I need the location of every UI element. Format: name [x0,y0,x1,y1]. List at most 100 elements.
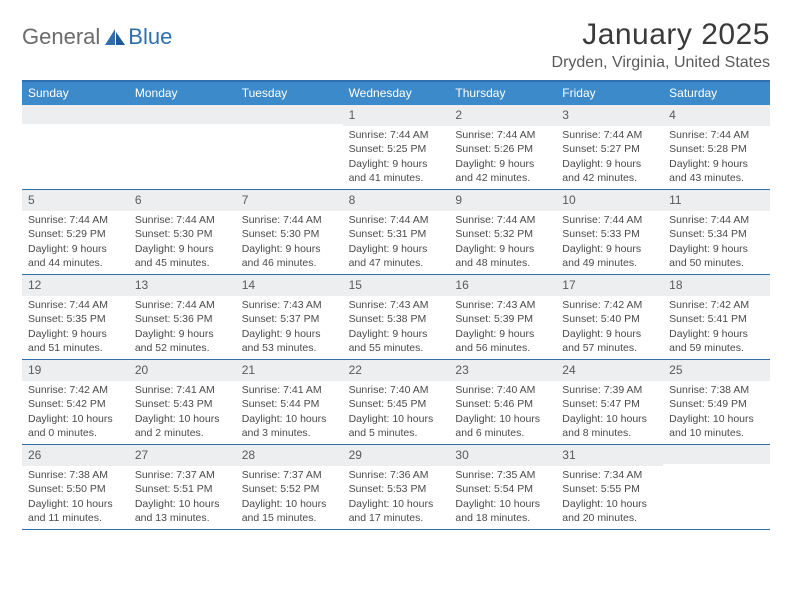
day-number: 31 [556,445,663,466]
day-number: 11 [663,190,770,211]
day-cell: 4Sunrise: 7:44 AMSunset: 5:28 PMDaylight… [663,105,770,189]
day-info: Sunrise: 7:44 AMSunset: 5:35 PMDaylight:… [22,298,129,359]
day-cell: 5Sunrise: 7:44 AMSunset: 5:29 PMDaylight… [22,190,129,274]
day-header: Sunday [22,82,129,105]
day-number: 4 [663,105,770,126]
day-cell: 27Sunrise: 7:37 AMSunset: 5:51 PMDayligh… [129,445,236,529]
logo-text-b: Blue [128,24,172,50]
sunset-text: Sunset: 5:49 PM [669,397,766,411]
daylight-text: Daylight: 9 hours and 42 minutes. [455,157,552,185]
sunset-text: Sunset: 5:30 PM [135,227,232,241]
sunset-text: Sunset: 5:53 PM [349,482,446,496]
day-number: 24 [556,360,663,381]
day-info: Sunrise: 7:44 AMSunset: 5:28 PMDaylight:… [663,128,770,189]
sunrise-text: Sunrise: 7:44 AM [135,213,232,227]
day-info: Sunrise: 7:44 AMSunset: 5:26 PMDaylight:… [449,128,556,189]
daylight-text: Daylight: 9 hours and 41 minutes. [349,157,446,185]
day-cell: 8Sunrise: 7:44 AMSunset: 5:31 PMDaylight… [343,190,450,274]
day-cell: 12Sunrise: 7:44 AMSunset: 5:35 PMDayligh… [22,275,129,359]
sunrise-text: Sunrise: 7:37 AM [135,468,232,482]
daylight-text: Daylight: 9 hours and 44 minutes. [28,242,125,270]
day-number: 2 [449,105,556,126]
sunset-text: Sunset: 5:52 PM [242,482,339,496]
day-cell: 16Sunrise: 7:43 AMSunset: 5:39 PMDayligh… [449,275,556,359]
sunrise-text: Sunrise: 7:44 AM [349,128,446,142]
daylight-text: Daylight: 9 hours and 45 minutes. [135,242,232,270]
sunrise-text: Sunrise: 7:42 AM [28,383,125,397]
sunrise-text: Sunrise: 7:34 AM [562,468,659,482]
sunrise-text: Sunrise: 7:37 AM [242,468,339,482]
daylight-text: Daylight: 10 hours and 6 minutes. [455,412,552,440]
day-number: 30 [449,445,556,466]
daylight-text: Daylight: 10 hours and 3 minutes. [242,412,339,440]
day-info: Sunrise: 7:34 AMSunset: 5:55 PMDaylight:… [556,468,663,529]
day-number: 15 [343,275,450,296]
day-info: Sunrise: 7:38 AMSunset: 5:49 PMDaylight:… [663,383,770,444]
sunset-text: Sunset: 5:28 PM [669,142,766,156]
sunset-text: Sunset: 5:43 PM [135,397,232,411]
daylight-text: Daylight: 9 hours and 49 minutes. [562,242,659,270]
week-row: 5Sunrise: 7:44 AMSunset: 5:29 PMDaylight… [22,190,770,275]
logo-sail-icon [104,28,126,46]
day-number: 22 [343,360,450,381]
day-info: Sunrise: 7:41 AMSunset: 5:44 PMDaylight:… [236,383,343,444]
sunset-text: Sunset: 5:55 PM [562,482,659,496]
day-number: 29 [343,445,450,466]
day-cell: 29Sunrise: 7:36 AMSunset: 5:53 PMDayligh… [343,445,450,529]
sunset-text: Sunset: 5:26 PM [455,142,552,156]
daylight-text: Daylight: 9 hours and 43 minutes. [669,157,766,185]
day-header: Tuesday [236,82,343,105]
sunset-text: Sunset: 5:34 PM [669,227,766,241]
sunrise-text: Sunrise: 7:44 AM [455,128,552,142]
daylight-text: Daylight: 10 hours and 18 minutes. [455,497,552,525]
day-info: Sunrise: 7:44 AMSunset: 5:29 PMDaylight:… [22,213,129,274]
day-cell [129,105,236,189]
sunrise-text: Sunrise: 7:40 AM [455,383,552,397]
sunrise-text: Sunrise: 7:44 AM [669,213,766,227]
sunrise-text: Sunrise: 7:41 AM [242,383,339,397]
day-header: Thursday [449,82,556,105]
sunrise-text: Sunrise: 7:38 AM [28,468,125,482]
title-block: January 2025 Dryden, Virginia, United St… [552,18,770,72]
sunrise-text: Sunrise: 7:44 AM [349,213,446,227]
weeks-container: 1Sunrise: 7:44 AMSunset: 5:25 PMDaylight… [22,105,770,530]
day-cell: 15Sunrise: 7:43 AMSunset: 5:38 PMDayligh… [343,275,450,359]
day-number: 23 [449,360,556,381]
day-cell: 18Sunrise: 7:42 AMSunset: 5:41 PMDayligh… [663,275,770,359]
day-info: Sunrise: 7:37 AMSunset: 5:51 PMDaylight:… [129,468,236,529]
daylight-text: Daylight: 10 hours and 11 minutes. [28,497,125,525]
sunrise-text: Sunrise: 7:44 AM [242,213,339,227]
day-number: 5 [22,190,129,211]
sunset-text: Sunset: 5:47 PM [562,397,659,411]
day-info: Sunrise: 7:35 AMSunset: 5:54 PMDaylight:… [449,468,556,529]
week-row: 19Sunrise: 7:42 AMSunset: 5:42 PMDayligh… [22,360,770,445]
header: General Blue January 2025 Dryden, Virgin… [22,18,770,72]
daylight-text: Daylight: 9 hours and 53 minutes. [242,327,339,355]
sunrise-text: Sunrise: 7:35 AM [455,468,552,482]
day-info: Sunrise: 7:44 AMSunset: 5:34 PMDaylight:… [663,213,770,274]
day-cell [236,105,343,189]
sunset-text: Sunset: 5:25 PM [349,142,446,156]
sunset-text: Sunset: 5:30 PM [242,227,339,241]
sunset-text: Sunset: 5:51 PM [135,482,232,496]
daylight-text: Daylight: 9 hours and 57 minutes. [562,327,659,355]
day-cell: 30Sunrise: 7:35 AMSunset: 5:54 PMDayligh… [449,445,556,529]
sunrise-text: Sunrise: 7:44 AM [455,213,552,227]
sunrise-text: Sunrise: 7:44 AM [28,213,125,227]
day-cell: 31Sunrise: 7:34 AMSunset: 5:55 PMDayligh… [556,445,663,529]
sunrise-text: Sunrise: 7:39 AM [562,383,659,397]
daylight-text: Daylight: 9 hours and 52 minutes. [135,327,232,355]
day-cell: 22Sunrise: 7:40 AMSunset: 5:45 PMDayligh… [343,360,450,444]
day-header-row: Sunday Monday Tuesday Wednesday Thursday… [22,82,770,105]
day-cell: 20Sunrise: 7:41 AMSunset: 5:43 PMDayligh… [129,360,236,444]
daylight-text: Daylight: 10 hours and 5 minutes. [349,412,446,440]
sunrise-text: Sunrise: 7:43 AM [349,298,446,312]
day-number [22,105,129,124]
day-cell: 24Sunrise: 7:39 AMSunset: 5:47 PMDayligh… [556,360,663,444]
sunset-text: Sunset: 5:40 PM [562,312,659,326]
day-cell: 9Sunrise: 7:44 AMSunset: 5:32 PMDaylight… [449,190,556,274]
sunset-text: Sunset: 5:39 PM [455,312,552,326]
day-cell: 23Sunrise: 7:40 AMSunset: 5:46 PMDayligh… [449,360,556,444]
day-number: 7 [236,190,343,211]
daylight-text: Daylight: 9 hours and 51 minutes. [28,327,125,355]
